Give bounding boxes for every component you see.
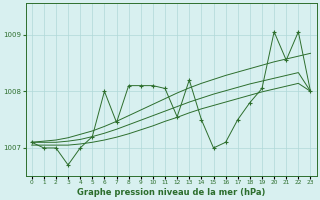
X-axis label: Graphe pression niveau de la mer (hPa): Graphe pression niveau de la mer (hPa) <box>77 188 265 197</box>
